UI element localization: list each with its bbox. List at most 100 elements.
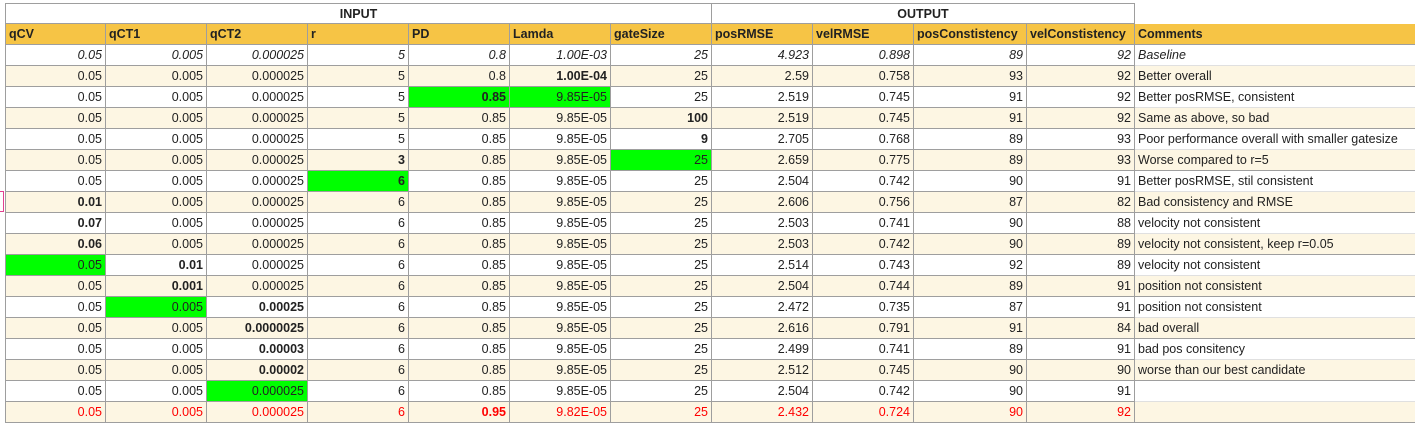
cell-qct2[interactable]: 0.00003 [207,339,308,360]
cell-pd[interactable]: 0.85 [409,255,510,276]
cell-posrmse[interactable]: 2.503 [712,234,813,255]
cell-r[interactable]: 6 [308,381,409,402]
cell-r[interactable]: 6 [308,213,409,234]
cell-gatesize[interactable]: 25 [611,318,712,339]
cell-r[interactable]: 6 [308,402,409,423]
cell-posrmse[interactable]: 2.616 [712,318,813,339]
cell-comments[interactable]: Better posRMSE, stil consistent [1135,171,1415,192]
cell-qct1[interactable]: 0.005 [106,297,207,318]
cell-comments[interactable]: Poor performance overall with smaller ga… [1135,129,1415,150]
cell-qct1[interactable]: 0.005 [106,108,207,129]
cell-posconstistency[interactable]: 89 [914,129,1027,150]
cell-pd[interactable]: 0.85 [409,297,510,318]
cell-posconstistency[interactable]: 90 [914,381,1027,402]
cell-r[interactable]: 6 [308,276,409,297]
cell-gatesize[interactable]: 25 [611,45,712,66]
cell-comments[interactable]: Better posRMSE, consistent [1135,87,1415,108]
cell-qct2[interactable]: 0.000025 [207,213,308,234]
cell-velconstistency[interactable]: 89 [1027,234,1135,255]
cell-posrmse[interactable]: 2.59 [712,66,813,87]
cell-velconstistency[interactable]: 91 [1027,171,1135,192]
cell-posconstistency[interactable]: 90 [914,234,1027,255]
cell-qct2[interactable]: 0.000025 [207,234,308,255]
output-group-header[interactable]: OUTPUT [712,3,1135,24]
cell-lamda[interactable]: 9.85E-05 [510,192,611,213]
cell-velrmse[interactable]: 0.742 [813,381,914,402]
cell-velconstistency[interactable]: 91 [1027,297,1135,318]
column-header-posrmse[interactable]: posRMSE [712,24,813,45]
cell-qct1[interactable]: 0.005 [106,381,207,402]
cell-velrmse[interactable]: 0.775 [813,150,914,171]
cell-qcv[interactable]: 0.05 [5,318,106,339]
cell-velconstistency[interactable]: 91 [1027,381,1135,402]
cell-pd[interactable]: 0.8 [409,45,510,66]
cell-qct1[interactable]: 0.005 [106,339,207,360]
cell-gatesize[interactable]: 25 [611,255,712,276]
cell-comments[interactable]: position not consistent [1135,297,1415,318]
cell-velrmse[interactable]: 0.756 [813,192,914,213]
cell-velrmse[interactable]: 0.735 [813,297,914,318]
cell-qct1[interactable]: 0.005 [106,45,207,66]
cell-velrmse[interactable]: 0.745 [813,360,914,381]
column-header-r[interactable]: r [308,24,409,45]
cell-gatesize[interactable]: 25 [611,66,712,87]
cell-lamda[interactable]: 9.85E-05 [510,234,611,255]
cell-lamda[interactable]: 9.85E-05 [510,339,611,360]
cell-posconstistency[interactable]: 91 [914,87,1027,108]
cell-posrmse[interactable]: 2.514 [712,255,813,276]
cell-posrmse[interactable]: 2.659 [712,150,813,171]
cell-qct2[interactable]: 0.000025 [207,129,308,150]
cell-qct2[interactable]: 0.000025 [207,45,308,66]
cell-posconstistency[interactable]: 90 [914,402,1027,423]
column-header-comments[interactable]: Comments [1135,24,1415,45]
cell-velrmse[interactable]: 0.741 [813,339,914,360]
cell-velconstistency[interactable]: 93 [1027,129,1135,150]
cell-r[interactable]: 5 [308,129,409,150]
cell-qcv[interactable]: 0.01 [5,192,106,213]
cell-r[interactable]: 3 [308,150,409,171]
cell-lamda[interactable]: 9.85E-05 [510,381,611,402]
cell-posrmse[interactable]: 2.432 [712,402,813,423]
cell-velrmse[interactable]: 0.742 [813,234,914,255]
cell-qct2[interactable]: 0.000025 [207,402,308,423]
cell-comments[interactable]: Same as above, so bad [1135,108,1415,129]
cell-r[interactable]: 5 [308,66,409,87]
cell-qct2[interactable]: 0.000025 [207,276,308,297]
cell-qct2[interactable]: 0.000025 [207,87,308,108]
cell-qct2[interactable]: 0.00002 [207,360,308,381]
cell-posconstistency[interactable]: 90 [914,360,1027,381]
cell-velrmse[interactable]: 0.741 [813,213,914,234]
cell-velconstistency[interactable]: 93 [1027,150,1135,171]
cell-posrmse[interactable]: 2.606 [712,192,813,213]
cell-qcv[interactable]: 0.05 [5,45,106,66]
cell-gatesize[interactable]: 25 [611,297,712,318]
cell-posrmse[interactable]: 2.504 [712,381,813,402]
cell-velrmse[interactable]: 0.758 [813,66,914,87]
cell-comments[interactable]: position not consistent [1135,276,1415,297]
cell-lamda[interactable]: 9.85E-05 [510,108,611,129]
column-header-gatesize[interactable]: gateSize [611,24,712,45]
cell-qct1[interactable]: 0.01 [106,255,207,276]
cell-velconstistency[interactable]: 84 [1027,318,1135,339]
cell-posrmse[interactable]: 2.512 [712,360,813,381]
cell-lamda[interactable]: 9.85E-05 [510,150,611,171]
cell-posrmse[interactable]: 4.923 [712,45,813,66]
cell-velconstistency[interactable]: 92 [1027,402,1135,423]
cell-lamda[interactable]: 9.85E-05 [510,318,611,339]
cell-qct2[interactable]: 0.0000025 [207,318,308,339]
cell-r[interactable]: 6 [308,192,409,213]
cell-qcv[interactable]: 0.07 [5,213,106,234]
cell-qcv[interactable]: 0.05 [5,381,106,402]
cell-posrmse[interactable]: 2.705 [712,129,813,150]
cell-gatesize[interactable]: 25 [611,276,712,297]
cell-lamda[interactable]: 9.85E-05 [510,297,611,318]
column-header-qct2[interactable]: qCT2 [207,24,308,45]
cell-qct2[interactable]: 0.000025 [207,192,308,213]
cell-gatesize[interactable]: 9 [611,129,712,150]
cell-lamda[interactable]: 9.85E-05 [510,255,611,276]
cell-pd[interactable]: 0.85 [409,150,510,171]
cell-pd[interactable]: 0.85 [409,108,510,129]
cell-comments[interactable]: velocity not consistent [1135,255,1415,276]
cell-posrmse[interactable]: 2.504 [712,171,813,192]
cell-comments[interactable]: Better overall [1135,66,1415,87]
